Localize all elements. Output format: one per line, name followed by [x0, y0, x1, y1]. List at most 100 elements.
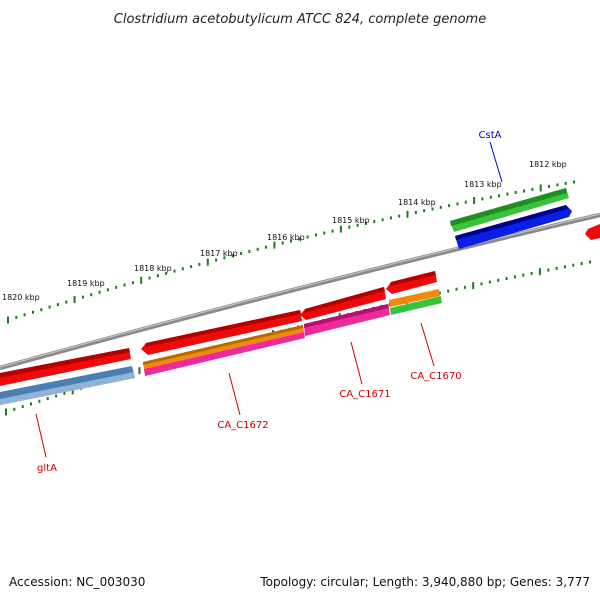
gene-label-CA_C1670: CA_C1670: [410, 371, 461, 382]
scale-tick: [573, 180, 575, 184]
scale-tick: [547, 268, 550, 272]
scale-tick: [71, 387, 74, 395]
scale-tick: [90, 293, 93, 297]
scale-tick: [138, 367, 141, 375]
scale-tick: [206, 258, 209, 266]
gene-CA_C1671-red[interactable]: [300, 287, 386, 320]
scale-tick: [356, 223, 359, 227]
scale-tick: [472, 282, 475, 290]
scale-tick: [173, 269, 176, 273]
scale-tick: [497, 278, 500, 282]
scale-tick: [481, 197, 484, 201]
scale-tick: [364, 221, 367, 225]
gene-gltA[interactable]: [0, 366, 135, 405]
gene-label-CA_C1671: CA_C1671: [339, 389, 390, 400]
gene-CA_C1670-orange[interactable]: [389, 289, 440, 307]
scale-tick: [298, 237, 301, 241]
gene-cstA-blue[interactable]: [455, 205, 572, 249]
scale-tick: [498, 194, 501, 198]
scale-tick: [81, 295, 84, 299]
scale-tick: [373, 220, 376, 224]
scale-tick: [531, 187, 534, 191]
scale-label-1813: 1813 kbp: [464, 180, 502, 189]
scale-tick: [198, 262, 201, 266]
scale-tick: [331, 229, 334, 233]
scale-tick: [63, 391, 66, 395]
scale-tick: [572, 263, 575, 267]
scale-label-1815: 1815 kbp: [332, 216, 370, 225]
gene-labels: CstA CA_C1670 CA_C1671 CA_C1672 gltA: [37, 130, 502, 474]
scale-tick: [389, 216, 392, 220]
scale-tick: [514, 191, 517, 194]
scale-tick: [240, 252, 243, 255]
scale-tick: [215, 258, 218, 262]
scale-tick: [513, 275, 516, 279]
gene-cstA-green[interactable]: [450, 188, 569, 232]
scale-tick: [190, 265, 193, 269]
scale-tick: [463, 285, 466, 289]
scale-tick: [555, 266, 558, 270]
scale-tick: [5, 408, 7, 416]
scale-tick: [522, 273, 525, 277]
scale-tick: [431, 207, 434, 211]
gene-CA_C1670-green[interactable]: [390, 296, 442, 315]
scale-tick: [106, 288, 109, 292]
scale-tick: [156, 274, 159, 278]
scale-label-1818: 1818 kbp: [134, 264, 172, 273]
gene-CA_C1672-red[interactable]: [141, 310, 302, 355]
scale-tick: [265, 245, 267, 249]
scale-tick: [564, 265, 566, 269]
scale-tick: [290, 239, 292, 243]
scale-tick: [447, 289, 450, 293]
gene-label-CA_C1672: CA_C1672: [217, 420, 268, 431]
scale-tick: [489, 195, 492, 199]
scale-tick: [381, 218, 384, 222]
gene-CA_C1672-orange[interactable]: [143, 325, 304, 369]
scale-tick: [7, 316, 9, 324]
map-title: Clostridium acetobutylicum ATCC 824, com…: [114, 12, 486, 27]
scale-label-1820: 1820 kbp: [2, 293, 40, 302]
scale-tick: [131, 281, 134, 285]
scale-tick: [564, 181, 567, 185]
scale-tick: [306, 235, 309, 239]
scale-label-1817: 1817 kbp: [200, 249, 238, 258]
scale-tick: [181, 267, 184, 271]
gene-CA_C1670-red[interactable]: [386, 271, 437, 294]
gene-CA_C1672-pink[interactable]: [144, 332, 305, 376]
scale-tick: [548, 184, 550, 188]
scale-tick: [248, 249, 251, 253]
scale-tick: [423, 209, 426, 213]
scale-tick: [231, 254, 234, 258]
scale-tick: [73, 296, 76, 304]
scale-tick: [438, 291, 441, 295]
scale-labels: 1820 kbp 1819 kbp 1818 kbp 1817 kbp 1816…: [2, 160, 567, 302]
scale-label-1812: 1812 kbp: [529, 160, 567, 169]
scale-tick: [414, 211, 417, 214]
scale-label-1814: 1814 kbp: [398, 198, 436, 207]
scale-tick: [530, 271, 533, 275]
accession-text: Accession: NC_003030: [9, 575, 145, 589]
gene-red-left[interactable]: [0, 348, 131, 386]
scale-tick: [323, 231, 326, 235]
scale-tick: [456, 202, 459, 206]
scale-tick: [281, 241, 284, 245]
gene-CA_C1671-pink[interactable]: [304, 304, 390, 336]
scale-tick: [539, 184, 542, 192]
scale-tick: [505, 277, 508, 280]
scale-tick: [315, 233, 317, 237]
gene-label-cstA: CstA: [479, 130, 502, 141]
gene-partial-red[interactable]: [585, 224, 600, 240]
scale-tick: [123, 283, 126, 287]
leader-lines: [35, 141, 503, 458]
scale-tick: [273, 241, 276, 249]
scale-tick: [38, 399, 41, 403]
scale-tick: [223, 256, 226, 260]
scale-tick: [48, 305, 51, 309]
scale-label-1816: 1816 kbp: [267, 233, 305, 242]
topology-text: Topology: circular; Length: 3,940,880 bp…: [259, 575, 590, 589]
scale-tick: [538, 268, 541, 276]
scale-tick: [488, 280, 491, 284]
scale-label-1819: 1819 kbp: [67, 279, 105, 288]
